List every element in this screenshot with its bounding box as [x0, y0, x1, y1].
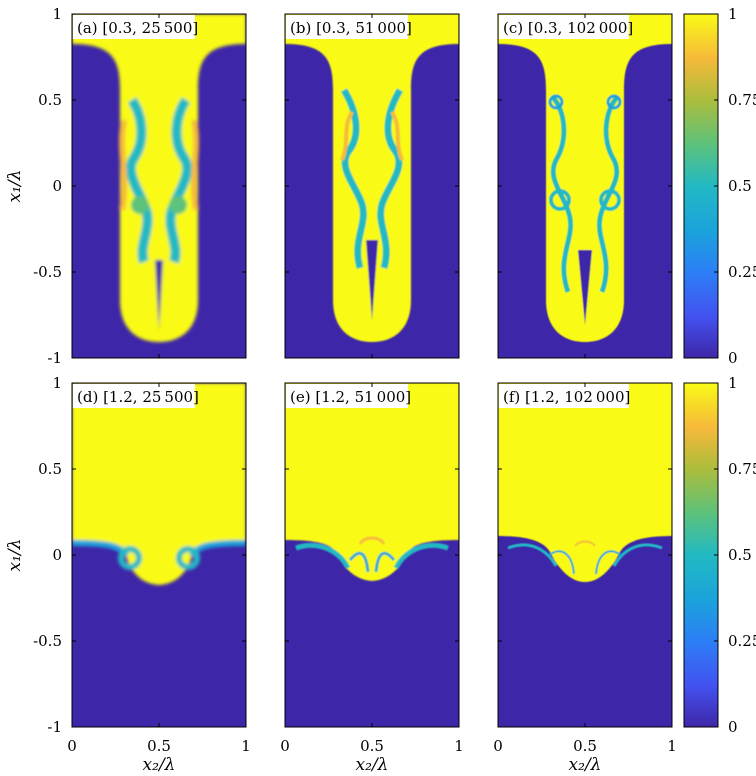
- y-tick-label: 1: [52, 374, 62, 392]
- colorbar-top: [683, 13, 719, 359]
- x-tick-label: 1: [454, 737, 464, 755]
- y-axis-label-bottom: x₁/λ: [5, 539, 25, 572]
- panel-label-c: (c) [0.3, 102 000]: [499, 15, 633, 39]
- panel-f-label: (f) [1.2, 102 000]: [503, 388, 630, 406]
- y-tick-label: -0.5: [33, 263, 62, 281]
- axis-ticks: 1 0.5 0 -0.5 -1 1 0.75 0.5 0.25 0 1 0.5 0 -0.5 -1 1 0.75…: [33, 5, 756, 755]
- colorbar-bottom: [683, 382, 719, 728]
- x-tick-label: 0: [280, 737, 290, 755]
- x-axis-label-c: x₂/λ: [569, 755, 602, 775]
- y-tick-label: 0: [52, 177, 62, 195]
- x-tick-label: 0: [67, 737, 77, 755]
- y-tick-label: 1: [52, 5, 62, 23]
- x-tick-label: 0.5: [360, 737, 384, 755]
- colorbar-tick-label: 0.25: [728, 632, 756, 650]
- panel-c: [498, 14, 672, 358]
- panel-a-label: (a) [0.3, 25 500]: [77, 19, 198, 37]
- panel-label-a: (a) [0.3, 25 500]: [73, 15, 198, 39]
- y-axis-label-top: x₁/λ: [5, 170, 25, 203]
- colorbar-tick-label: 0: [728, 718, 738, 736]
- panel-d-label: (d) [1.2, 25 500]: [77, 388, 199, 406]
- colorbar-tick-label: 0: [728, 349, 738, 367]
- panel-f: [498, 383, 672, 727]
- colorbar-tick-label: 0.25: [728, 263, 756, 281]
- x-tick-label: 0: [493, 737, 503, 755]
- colorbar-tick-label: 0.5: [728, 177, 752, 195]
- x-tick-label: 0.5: [147, 737, 171, 755]
- panel-label-e: (e) [1.2, 51 000]: [286, 384, 411, 408]
- y-tick-label: 0.5: [38, 91, 62, 109]
- panel-label-f: (f) [1.2, 102 000]: [499, 384, 630, 408]
- panel-label-d: (d) [1.2, 25 500]: [73, 384, 199, 408]
- colorbar-tick-label: 1: [728, 5, 738, 23]
- y-tick-label: -1: [47, 718, 62, 736]
- panel-b-label: (b) [0.3, 51 000]: [290, 19, 412, 37]
- colorbar-tick-label: 0.75: [728, 91, 756, 109]
- panel-d: [72, 383, 246, 727]
- x-tick-label: 1: [667, 737, 677, 755]
- colorbar-tick-label: 0.5: [728, 546, 752, 564]
- y-tick-label: 0.5: [38, 460, 62, 478]
- x-axis-label-a: x₂/λ: [143, 755, 176, 775]
- panel-a: [72, 14, 246, 358]
- x-tick-label: 1: [241, 737, 251, 755]
- panel-label-b: (b) [0.3, 51 000]: [286, 15, 412, 39]
- colorbar-tick-label: 0.75: [728, 460, 756, 478]
- y-tick-label: 0: [52, 546, 62, 564]
- x-axis-label-b: x₂/λ: [356, 755, 389, 775]
- panel-b: [285, 14, 459, 358]
- panel-c-label: (c) [0.3, 102 000]: [503, 19, 633, 37]
- panel-e-label: (e) [1.2, 51 000]: [290, 388, 411, 406]
- colorbar-tick-label: 1: [728, 374, 738, 392]
- y-tick-label: -1: [47, 349, 62, 367]
- x-tick-label: 0.5: [573, 737, 597, 755]
- y-tick-label: -0.5: [33, 632, 62, 650]
- panel-e: [285, 383, 459, 727]
